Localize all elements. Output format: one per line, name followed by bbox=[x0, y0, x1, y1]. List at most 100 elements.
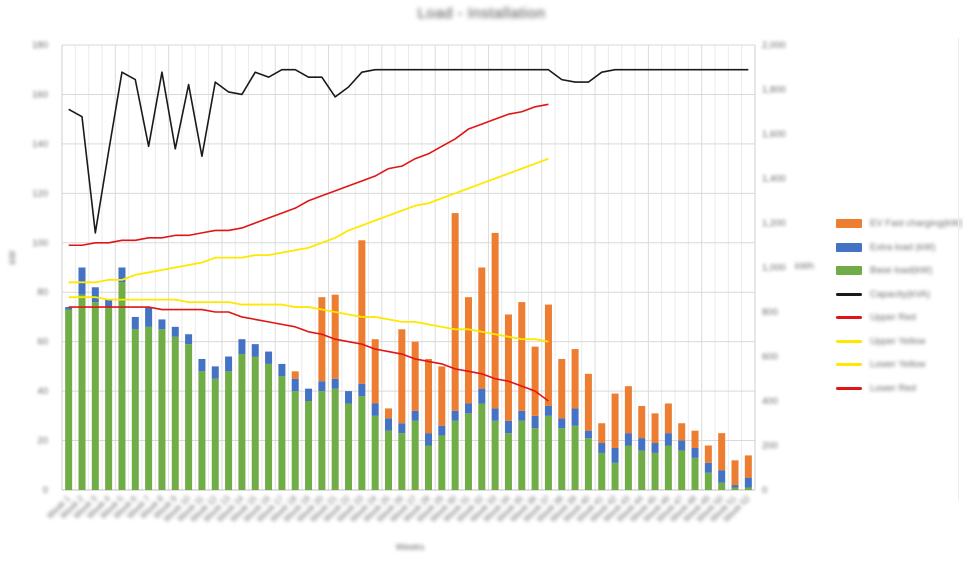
bar-segment-extra-load-kw-[interactable] bbox=[544, 405, 552, 416]
bar-segment-base-load-kw-[interactable] bbox=[704, 472, 712, 490]
bar-segment-ev-fast-charging-kw-[interactable] bbox=[651, 413, 659, 444]
bar-segment-ev-fast-charging-kw-[interactable] bbox=[438, 366, 446, 426]
bar-segment-base-load-kw-[interactable] bbox=[651, 452, 659, 490]
legend-item-capacity-kva-[interactable]: Capacity(kVA) bbox=[836, 283, 963, 307]
bar-segment-extra-load-kw-[interactable] bbox=[638, 438, 646, 451]
bar-segment-extra-load-kw-[interactable] bbox=[331, 378, 339, 389]
bar-segment-base-load-kw-[interactable] bbox=[305, 401, 313, 490]
bar-segment-extra-load-kw-[interactable] bbox=[478, 388, 486, 404]
bar-segment-extra-load-kw-[interactable] bbox=[598, 443, 606, 453]
bar-segment-ev-fast-charging-kw-[interactable] bbox=[451, 213, 459, 411]
bar-segment-base-load-kw-[interactable] bbox=[171, 336, 179, 490]
bar-segment-base-load-kw-[interactable] bbox=[531, 428, 539, 490]
bar-segment-base-load-kw-[interactable] bbox=[371, 415, 379, 490]
bar-segment-extra-load-kw-[interactable] bbox=[371, 403, 379, 416]
bar-segment-ev-fast-charging-kw-[interactable] bbox=[531, 346, 539, 416]
bar-segment-base-load-kw-[interactable] bbox=[198, 371, 206, 490]
bar-segment-ev-fast-charging-kw-[interactable] bbox=[464, 297, 472, 404]
bar-segment-ev-fast-charging-kw-[interactable] bbox=[371, 339, 379, 404]
bar-segment-base-load-kw-[interactable] bbox=[491, 420, 499, 490]
series-line-lower-yellow[interactable] bbox=[68, 296, 549, 343]
bar-segment-extra-load-kw-[interactable] bbox=[318, 381, 326, 392]
bar-segment-base-load-kw-[interactable] bbox=[571, 425, 579, 490]
bar-segment-ev-fast-charging-kw-[interactable] bbox=[731, 460, 739, 486]
bar-segment-extra-load-kw-[interactable] bbox=[278, 363, 286, 377]
bar-segment-extra-load-kw-[interactable] bbox=[385, 418, 393, 431]
bar-segment-extra-load-kw-[interactable] bbox=[584, 430, 592, 439]
bar-segment-base-load-kw-[interactable] bbox=[91, 302, 99, 490]
bar-segment-ev-fast-charging-kw-[interactable] bbox=[664, 403, 672, 434]
bar-segment-ev-fast-charging-kw-[interactable] bbox=[491, 232, 499, 409]
series-line-upper-yellow[interactable] bbox=[68, 157, 549, 284]
bar-segment-base-load-kw-[interactable] bbox=[544, 415, 552, 490]
bar-segment-base-load-kw-[interactable] bbox=[451, 420, 459, 490]
bar-segment-ev-fast-charging-kw-[interactable] bbox=[704, 445, 712, 463]
bar-segment-extra-load-kw-[interactable] bbox=[611, 447, 619, 463]
bar-segment-ev-fast-charging-kw-[interactable] bbox=[584, 373, 592, 431]
bar-segment-ev-fast-charging-kw-[interactable] bbox=[678, 423, 686, 441]
bar-segment-extra-load-kw-[interactable] bbox=[678, 440, 686, 451]
bar-segment-extra-load-kw-[interactable] bbox=[651, 443, 659, 453]
legend-item-upper-red[interactable]: Upper Red bbox=[836, 306, 963, 330]
bar-segment-extra-load-kw-[interactable] bbox=[305, 388, 313, 401]
bar-segment-ev-fast-charging-kw-[interactable] bbox=[291, 371, 299, 379]
bar-segment-ev-fast-charging-kw-[interactable] bbox=[744, 455, 752, 478]
bar-segment-extra-load-kw-[interactable] bbox=[558, 418, 566, 429]
bar-segment-ev-fast-charging-kw-[interactable] bbox=[691, 430, 699, 448]
bar-segment-extra-load-kw-[interactable] bbox=[424, 433, 432, 446]
bar-segment-base-load-kw-[interactable] bbox=[118, 282, 126, 490]
bar-segment-extra-load-kw-[interactable] bbox=[438, 425, 446, 436]
bar-segment-ev-fast-charging-kw-[interactable] bbox=[544, 304, 552, 406]
bar-segment-ev-fast-charging-kw-[interactable] bbox=[358, 240, 366, 384]
bar-segment-base-load-kw-[interactable] bbox=[664, 445, 672, 491]
bar-segment-extra-load-kw-[interactable] bbox=[464, 403, 472, 414]
bar-segment-base-load-kw-[interactable] bbox=[238, 354, 246, 490]
bar-segment-ev-fast-charging-kw-[interactable] bbox=[624, 386, 632, 434]
bar-segment-extra-load-kw-[interactable] bbox=[105, 299, 113, 308]
bar-segment-extra-load-kw-[interactable] bbox=[238, 339, 246, 355]
bar-segment-ev-fast-charging-kw-[interactable] bbox=[518, 302, 526, 411]
bar-segment-base-load-kw-[interactable] bbox=[145, 326, 153, 490]
bar-segment-ev-fast-charging-kw-[interactable] bbox=[318, 297, 326, 382]
bar-segment-extra-load-kw-[interactable] bbox=[78, 267, 86, 295]
bar-segment-base-load-kw-[interactable] bbox=[744, 487, 752, 490]
bar-segment-extra-load-kw-[interactable] bbox=[718, 470, 726, 483]
bar-segment-extra-load-kw-[interactable] bbox=[145, 307, 153, 327]
bar-segment-base-load-kw-[interactable] bbox=[358, 396, 366, 490]
bar-segment-base-load-kw-[interactable] bbox=[131, 329, 139, 490]
legend-item-upper-yellow[interactable]: Upper Yellow bbox=[836, 330, 963, 354]
bar-segment-extra-load-kw-[interactable] bbox=[518, 410, 526, 421]
bar-segment-extra-load-kw-[interactable] bbox=[691, 447, 699, 458]
bar-segment-base-load-kw-[interactable] bbox=[478, 403, 486, 490]
bar-segment-extra-load-kw-[interactable] bbox=[225, 356, 233, 372]
bar-segment-extra-load-kw-[interactable] bbox=[158, 319, 166, 330]
bar-segment-base-load-kw-[interactable] bbox=[731, 487, 739, 490]
bar-segment-base-load-kw-[interactable] bbox=[678, 450, 686, 490]
bar-segment-extra-load-kw-[interactable] bbox=[65, 307, 73, 310]
bar-segment-extra-load-kw-[interactable] bbox=[624, 433, 632, 446]
bar-segment-base-load-kw-[interactable] bbox=[504, 433, 512, 490]
bar-segment-ev-fast-charging-kw-[interactable] bbox=[598, 423, 606, 444]
bar-segment-ev-fast-charging-kw-[interactable] bbox=[478, 267, 486, 389]
bar-segment-ev-fast-charging-kw-[interactable] bbox=[558, 358, 566, 419]
bar-segment-extra-load-kw-[interactable] bbox=[118, 267, 126, 283]
series-line-lower-red[interactable] bbox=[68, 306, 549, 402]
bar-segment-base-load-kw-[interactable] bbox=[398, 433, 406, 490]
bar-segment-extra-load-kw-[interactable] bbox=[171, 326, 179, 337]
series-line-capacity-kva-[interactable] bbox=[68, 68, 749, 234]
bar-segment-base-load-kw-[interactable] bbox=[691, 457, 699, 490]
bar-segment-ev-fast-charging-kw-[interactable] bbox=[398, 329, 406, 424]
bar-segment-ev-fast-charging-kw-[interactable] bbox=[571, 349, 579, 409]
bar-segment-extra-load-kw-[interactable] bbox=[704, 462, 712, 473]
legend-item-lower-yellow[interactable]: Lower Yellow bbox=[836, 353, 963, 377]
bar-segment-extra-load-kw-[interactable] bbox=[265, 351, 273, 364]
legend-item-base-load-kw-[interactable]: Base load(kW) bbox=[836, 259, 963, 283]
bar-segment-ev-fast-charging-kw-[interactable] bbox=[385, 408, 393, 419]
legend-item-extra-load-kw-[interactable]: Extra load (kW) bbox=[836, 236, 963, 260]
bar-segment-extra-load-kw-[interactable] bbox=[211, 366, 219, 379]
bar-segment-ev-fast-charging-kw-[interactable] bbox=[718, 433, 726, 471]
bar-segment-ev-fast-charging-kw-[interactable] bbox=[611, 393, 619, 448]
bar-segment-extra-load-kw-[interactable] bbox=[731, 485, 739, 488]
bar-segment-ev-fast-charging-kw-[interactable] bbox=[504, 314, 512, 421]
bar-segment-base-load-kw-[interactable] bbox=[291, 391, 299, 490]
